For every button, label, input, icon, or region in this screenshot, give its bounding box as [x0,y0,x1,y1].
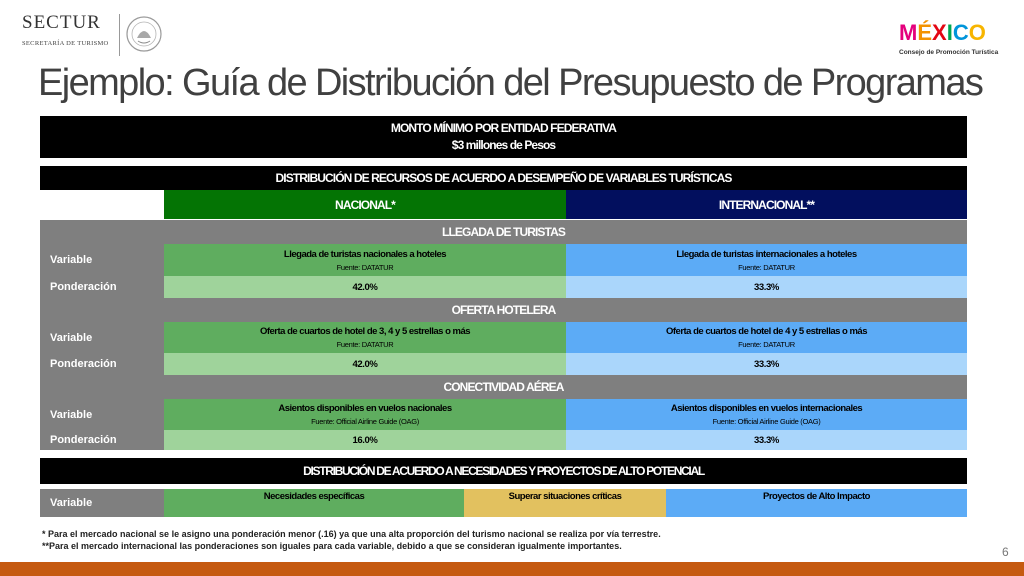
internacional-ponderacion-cell: 33.3% [566,353,967,375]
mexico-brand-logo: MÉXICO Consejo de Promoción Turística [895,20,1005,60]
monto-value: $3 millones de Pesos [451,138,556,152]
column-header-nacional: NACIONAL* [164,190,566,219]
nacional-ponderacion-cell: 42.0% [164,353,566,375]
mexico-letter: M [899,20,918,45]
section-title: CONECTIVIDAD AÉREA [443,380,564,394]
variable-row: Variable Oferta de cuartos de hotel de 3… [40,322,967,353]
internacional-variable: Llegada de turistas internacionales a ho… [676,248,857,260]
footnotes: * Para el mercado nacional se le asigno … [42,528,661,552]
necesidades-row: Variable Necesidades específicas Superar… [40,489,967,517]
internacional-ponderacion: 33.3% [754,281,779,293]
mexico-tagline: Consejo de Promoción Turística [899,49,999,56]
nacional-source: Fuente: Official Airline Guide (OAG) [311,417,419,426]
internacional-ponderacion-cell: 33.3% [566,276,967,298]
mexico-letter: É [917,20,933,45]
necesidades-item-cell: Necesidades específicas [164,489,464,517]
mexico-wordmark: MÉXICO [899,20,986,46]
page-number: 6 [1002,545,1009,559]
necesidades-title: DISTRIBUCIÓN DE ACUERDO A NECESIDADES Y … [303,464,705,478]
sectur-logo: SECTUR SECRETARÍA DE TURISMO [22,12,162,60]
mexico-seal-icon [126,16,162,52]
nacional-variable: Asientos disponibles en vuelos nacionale… [278,403,452,414]
nacional-variable: Oferta de cuartos de hotel de 3, 4 y 5 e… [259,326,471,337]
distribucion-header: DISTRIBUCIÓN DE RECURSOS DE ACUERDO A DE… [40,166,967,190]
monto-header: MONTO MÍNIMO POR ENTIDAD FEDERATIVA $3 m… [40,116,967,158]
section-header: CONECTIVIDAD AÉREA [40,375,967,399]
internacional-source: Fuente: DATATUR [738,262,795,272]
necesidades-variable-label: Variable [40,489,164,517]
footnote-nacional: * Para el mercado nacional se le asigno … [42,529,661,539]
nacional-variable-cell: Llegada de turistas nacionales a hoteles… [164,244,566,276]
variable-row: Variable Llegada de turistas nacionales … [40,244,967,276]
bottom-accent-bar [0,562,1024,576]
variable-label: Variable [40,322,164,353]
internacional-ponderacion-cell: 33.3% [566,430,967,450]
internacional-source: Fuente: Official Airline Guide (OAG) [712,417,821,426]
page-title: Ejemplo: Guía de Distribución del Presup… [38,62,984,104]
internacional-variable: Oferta de cuartos de hotel de 4 y 5 estr… [665,326,868,337]
internacional-ponderacion: 33.3% [754,434,779,446]
section-header: LLEGADA DE TURISTAS [40,220,967,244]
internacional-variable-cell: Asientos disponibles en vuelos internaci… [566,399,967,430]
necesidades-item: Necesidades específicas [263,491,365,502]
nacional-variable-cell: Asientos disponibles en vuelos nacionale… [164,399,566,430]
ponderacion-label: Ponderación [40,353,164,375]
section-title: OFERTA HOTELERA [451,303,557,317]
section-title: LLEGADA DE TURISTAS [442,225,566,239]
nacional-source: Fuente: DATATUR [336,340,394,349]
mexico-letter: O [968,20,986,45]
internacional-variable: Asientos disponibles en vuelos internaci… [670,403,863,414]
nacional-ponderacion: 42.0% [352,358,378,370]
necesidades-item: Superar situaciones críticas [508,491,622,502]
internacional-ponderacion: 33.3% [754,358,779,370]
nacional-variable: Llegada de turistas nacionales a hoteles [283,248,447,260]
mexico-letter: I [946,20,953,45]
necesidades-item: Proyectos de Alto Impacto [763,491,870,502]
logo-divider [119,14,120,56]
variable-row: Variable Asientos disponibles en vuelos … [40,399,967,430]
monto-title: MONTO MÍNIMO POR ENTIDAD FEDERATIVA [390,121,617,135]
column-header-blank [40,190,164,219]
variable-label: Variable [40,244,164,276]
nacional-variable-cell: Oferta de cuartos de hotel de 3, 4 y 5 e… [164,322,566,353]
column-header-row: NACIONAL* INTERNACIONAL** [40,190,967,219]
nacional-ponderacion-cell: 42.0% [164,276,566,298]
ponderacion-label: Ponderación [40,430,164,450]
internacional-source: Fuente: DATATUR [738,340,795,349]
necesidades-item-cell: Superar situaciones críticas [464,489,666,517]
ponderacion-row: Ponderación 42.0% 33.3% [40,276,967,298]
internacional-label: INTERNACIONAL** [718,197,815,212]
distribucion-title: DISTRIBUCIÓN DE RECURSOS DE ACUERDO A DE… [275,171,733,185]
section-header: OFERTA HOTELERA [40,298,967,322]
internacional-variable-cell: Oferta de cuartos de hotel de 4 y 5 estr… [566,322,967,353]
nacional-label: NACIONAL* [335,197,396,212]
mexico-letter: X [932,20,947,45]
sectur-subtitle: SECRETARÍA DE TURISMO [22,40,109,47]
necesidades-header: DISTRIBUCIÓN DE ACUERDO A NECESIDADES Y … [40,458,967,484]
nacional-ponderacion-cell: 16.0% [164,430,566,450]
ponderacion-row: Ponderación 16.0% 33.3% [40,430,967,450]
nacional-source: Fuente: DATATUR [336,262,394,272]
nacional-ponderacion: 16.0% [352,434,378,446]
nacional-ponderacion: 42.0% [352,281,378,293]
sectur-name: SECTUR [22,12,101,33]
variable-label: Variable [40,399,164,430]
ponderacion-label: Ponderación [40,276,164,298]
necesidades-item-cell: Proyectos de Alto Impacto [666,489,967,517]
mexico-letter: C [952,20,969,45]
ponderacion-row: Ponderación 42.0% 33.3% [40,353,967,375]
column-header-internacional: INTERNACIONAL** [566,190,967,219]
internacional-variable-cell: Llegada de turistas internacionales a ho… [566,244,967,276]
footnote-internacional: **Para el mercado internacional las pond… [42,541,622,551]
